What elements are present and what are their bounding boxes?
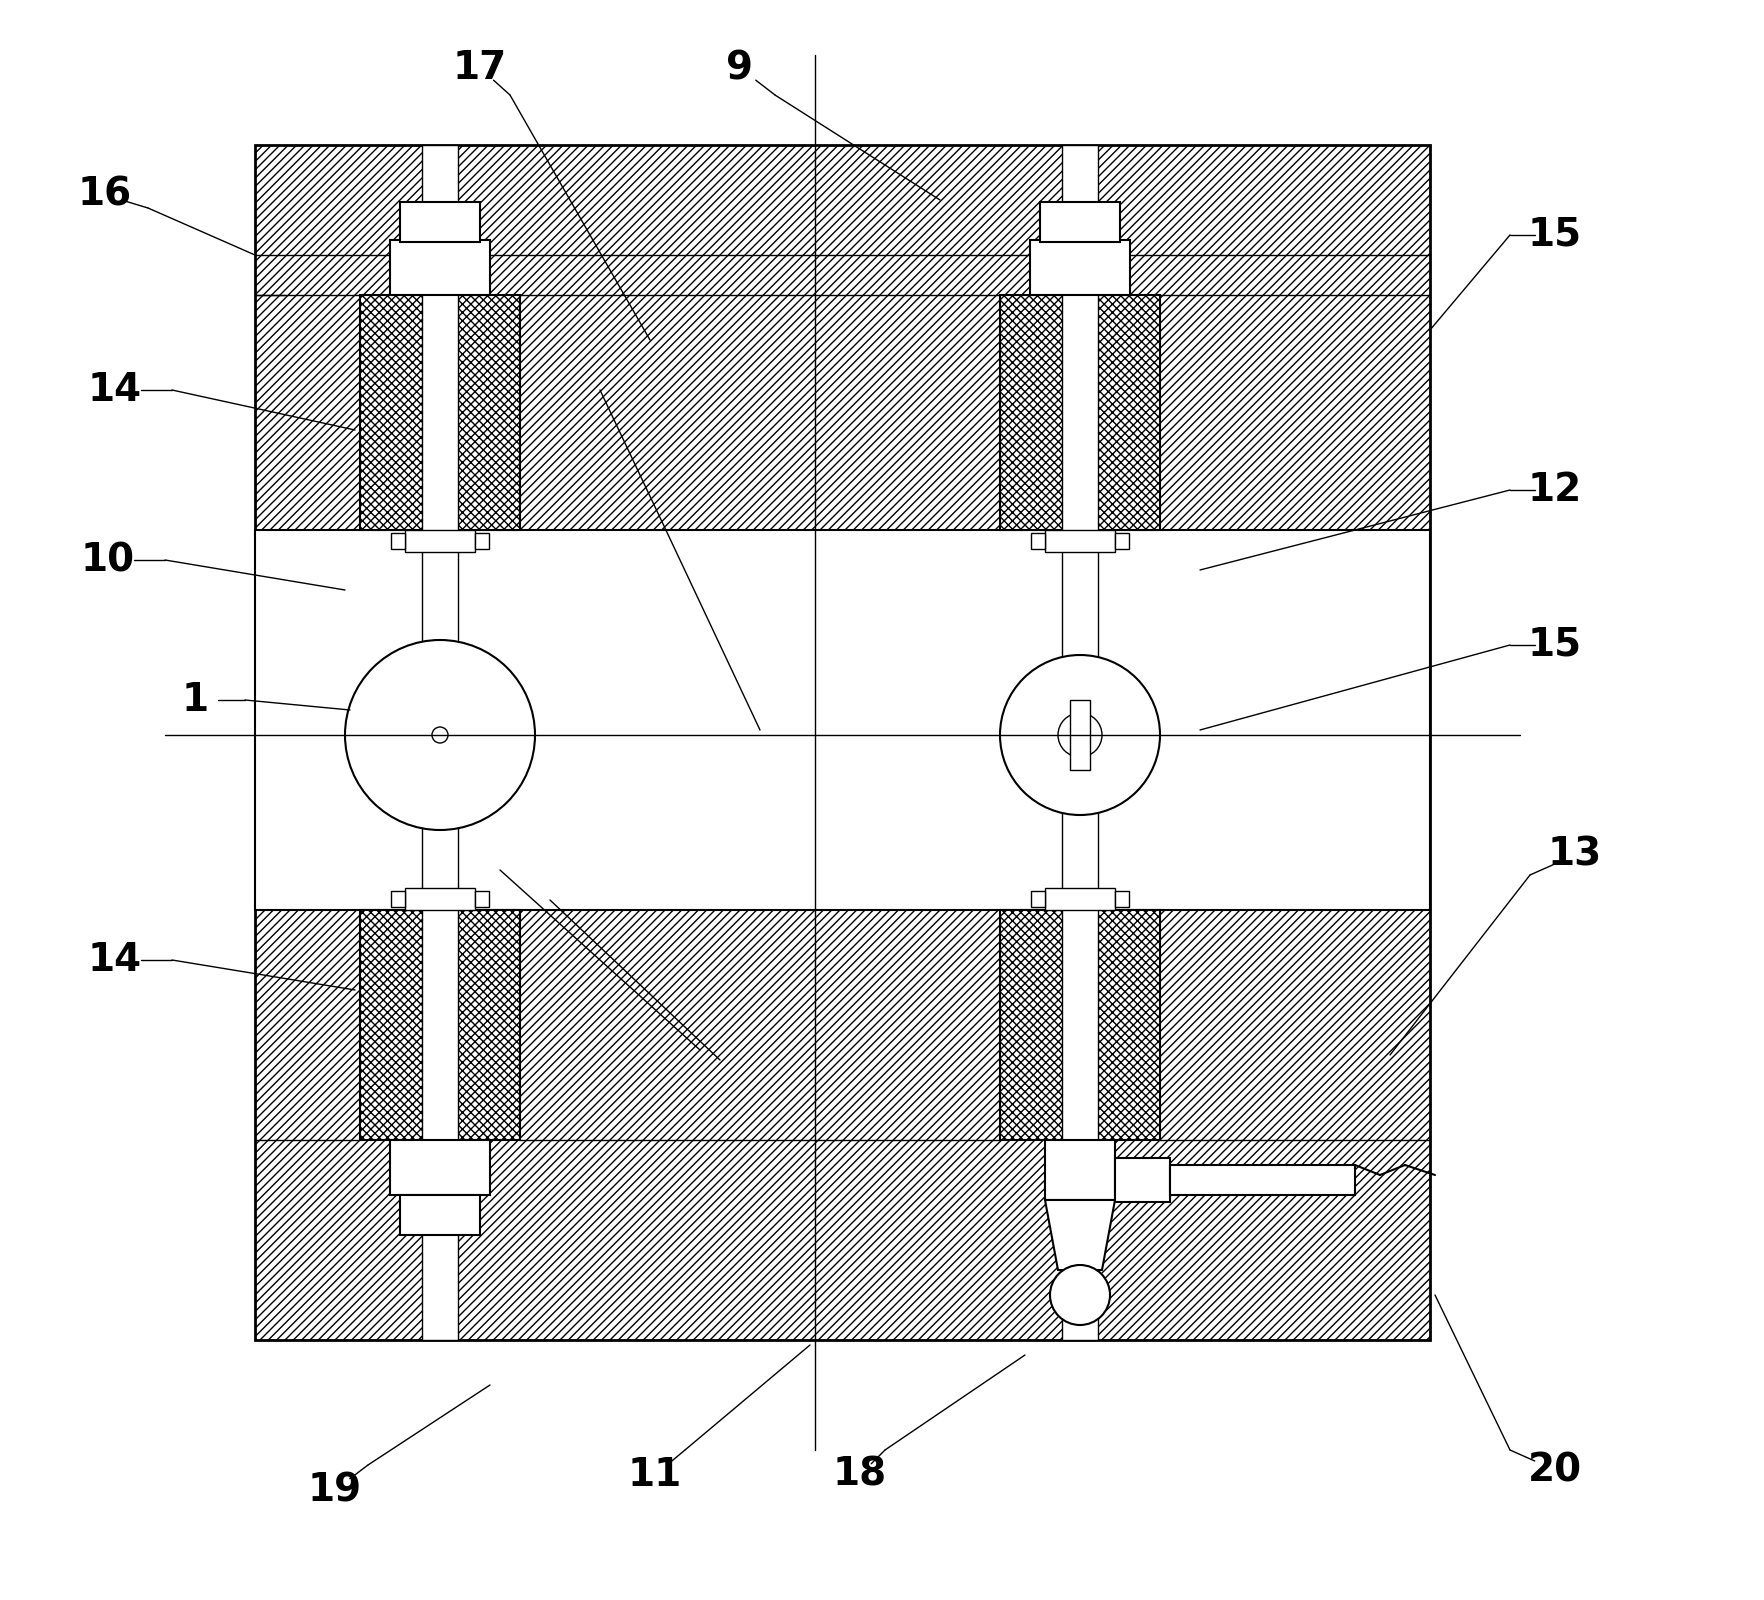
Circle shape: [346, 640, 534, 830]
Text: 13: 13: [1547, 835, 1602, 874]
Text: 14: 14: [88, 371, 143, 410]
Bar: [1030, 240, 1131, 294]
Bar: [1030, 891, 1044, 907]
Bar: [1115, 533, 1129, 549]
Text: 9: 9: [727, 50, 753, 86]
Text: 20: 20: [1528, 1451, 1582, 1490]
Bar: [422, 146, 459, 1341]
Bar: [390, 240, 490, 294]
Bar: [406, 888, 475, 910]
Text: 16: 16: [78, 176, 132, 214]
Bar: [1000, 910, 1161, 1139]
Bar: [360, 910, 520, 1139]
Bar: [1062, 146, 1097, 1341]
Text: 17: 17: [453, 50, 506, 86]
Text: 19: 19: [309, 1470, 362, 1509]
Bar: [1041, 202, 1120, 242]
Bar: [390, 1139, 490, 1195]
Text: 14: 14: [88, 941, 143, 979]
Bar: [392, 533, 406, 549]
Text: 18: 18: [833, 1456, 887, 1494]
Bar: [1044, 530, 1115, 552]
Bar: [256, 146, 1431, 1341]
Bar: [1115, 1158, 1170, 1202]
Bar: [360, 294, 520, 530]
Circle shape: [1050, 1266, 1110, 1325]
Circle shape: [1000, 654, 1161, 814]
Circle shape: [1058, 714, 1102, 757]
Bar: [475, 533, 489, 549]
Bar: [1000, 294, 1161, 530]
Text: 11: 11: [628, 1456, 683, 1494]
Bar: [1071, 701, 1090, 770]
Bar: [1030, 533, 1044, 549]
Bar: [1044, 888, 1115, 910]
Bar: [475, 891, 489, 907]
Text: 12: 12: [1528, 470, 1582, 509]
Text: 10: 10: [81, 541, 136, 579]
Bar: [406, 530, 475, 552]
Bar: [400, 202, 480, 242]
Text: 1: 1: [182, 682, 208, 718]
Bar: [1170, 1165, 1355, 1195]
Bar: [1115, 891, 1129, 907]
Bar: [1044, 1139, 1115, 1200]
Polygon shape: [1044, 1200, 1115, 1270]
Bar: [256, 530, 1431, 910]
Bar: [392, 891, 406, 907]
Circle shape: [432, 726, 448, 742]
Bar: [400, 1195, 480, 1235]
Text: 15: 15: [1528, 216, 1582, 254]
Text: 15: 15: [1528, 626, 1582, 664]
